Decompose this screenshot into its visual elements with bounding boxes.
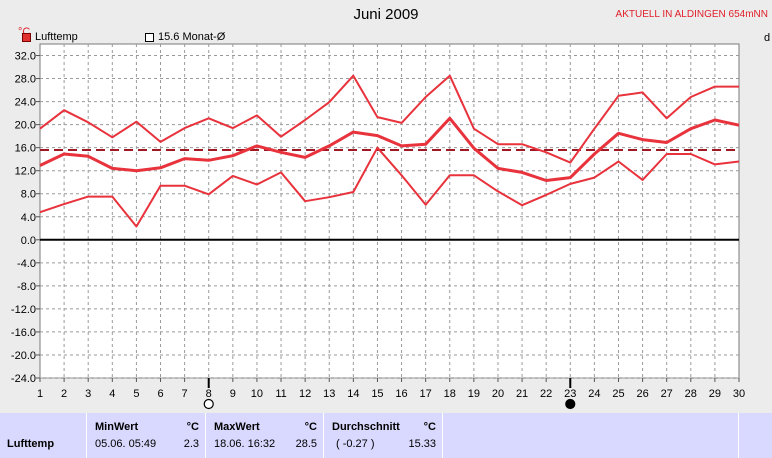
legend-label: 15.6 Monat-Ø [158, 31, 226, 43]
x-tick-label: 12 [299, 388, 311, 400]
y-tick-label: 8.0 [21, 189, 36, 201]
legend-item-lufttemp[interactable]: Lufttemp [22, 31, 78, 43]
x-tick-label: 4 [109, 388, 115, 400]
stats-max-value: 28.5 [295, 438, 317, 450]
y-tick-label: -16.0 [11, 327, 36, 339]
x-tick-label: 3 [85, 388, 91, 400]
x-tick-label: 7 [182, 388, 188, 400]
stats-min-datetime: 05.06. 05:49 [95, 438, 157, 450]
x-tick-label: 1 [37, 388, 43, 400]
right-axis-unit: d [764, 32, 771, 44]
x-tick-label: 25 [612, 388, 624, 400]
stats-avg-value: 15.33 [408, 438, 436, 450]
x-tick-label: 29 [709, 388, 721, 400]
x-tick-label: 15 [371, 388, 383, 400]
y-tick-label: 20.0 [15, 120, 36, 132]
chart-title: Juni 2009 [353, 6, 419, 23]
y-tick-label: 4.0 [21, 212, 36, 224]
x-tick-label: 23 [564, 388, 576, 400]
stats-avg-unit: °C [423, 421, 436, 433]
y-tick-label: 0.0 [21, 235, 36, 247]
stats-row-header: Lufttemp [0, 413, 86, 458]
stats-row-label: Lufttemp [7, 438, 55, 450]
x-tick-label: 22 [540, 388, 552, 400]
x-tick-label: 26 [636, 388, 648, 400]
x-tick-label: 11 [275, 388, 286, 400]
y-tick-label: 24.0 [15, 97, 36, 109]
stats-max-cell: MaxWert °C 18.06. 16:32 28.5 [205, 413, 323, 458]
stats-panel: Lufttemp MinWert °C 05.06. 05:49 2.3 Max… [0, 413, 772, 458]
y-tick-label: 12.0 [15, 166, 36, 178]
x-tick-label: 8 [206, 388, 212, 400]
x-tick-label: 21 [516, 388, 528, 400]
x-tick-label: 14 [347, 388, 359, 400]
x-tick-label: 5 [133, 388, 139, 400]
stats-avg-header: Durchschnitt [332, 421, 400, 433]
y-tick-label: -4.0 [17, 258, 36, 270]
stats-max-datetime: 18.06. 16:32 [214, 438, 276, 450]
x-tick-label: 20 [492, 388, 504, 400]
x-tick-label: 16 [395, 388, 407, 400]
plot-area [39, 43, 740, 379]
x-tick-label: 24 [588, 388, 600, 400]
y-tick-label: 32.0 [15, 51, 36, 63]
x-tick-label: 19 [468, 388, 480, 400]
x-tick-label: 13 [323, 388, 335, 400]
y-tick-label: -24.0 [11, 373, 36, 385]
legend-label: Lufttemp [35, 31, 78, 43]
x-tick-label: 30 [733, 388, 745, 400]
x-tick-label: 6 [157, 388, 163, 400]
stats-max-unit: °C [304, 421, 317, 433]
stats-avg-cell: Durchschnitt °C ( -0.27 ) 15.33 [323, 413, 442, 458]
stats-scroll-area[interactable] [738, 413, 772, 458]
new-moon-icon [565, 398, 576, 410]
series-line-min [39, 146, 740, 228]
series-line-mean [39, 116, 740, 182]
x-tick-label: 17 [420, 388, 432, 400]
x-tick-label: 28 [685, 388, 697, 400]
y-tick-label: 16.0 [15, 143, 36, 155]
legend-item-monthly-average[interactable]: 15.6 Monat-Ø [145, 31, 225, 43]
stats-min-cell: MinWert °C 05.06. 05:49 2.3 [86, 413, 205, 458]
stats-max-header: MaxWert [214, 421, 260, 433]
stats-min-unit: °C [186, 421, 199, 433]
y-tick-label: 28.0 [15, 74, 36, 86]
stats-empty-cell [442, 413, 738, 458]
y-tick-label: -12.0 [11, 304, 36, 316]
temperature-chart: 32.0 28.0 24.0 20.0 16.0 12.0 8.0 4.0 0.0 -4.0 -8.… [11, 43, 745, 410]
y-tick-label: -20.0 [11, 350, 36, 362]
y-tick-label: -8.0 [17, 281, 36, 293]
stats-avg-deviation: ( -0.27 ) [336, 438, 375, 450]
x-tick-label: 18 [444, 388, 456, 400]
stats-min-header: MinWert [95, 421, 139, 433]
legend-swatch-outline-icon [145, 32, 154, 42]
x-tick-label: 10 [251, 388, 263, 400]
x-tick-label: 27 [661, 388, 673, 400]
series-line-max [39, 74, 739, 164]
x-tick-label: 2 [61, 388, 67, 400]
station-label[interactable]: AKTUELL IN ALDINGEN 654mNN [615, 9, 768, 20]
legend-swatch-filled-icon [22, 32, 31, 42]
x-tick-label: 9 [230, 388, 236, 400]
full-moon-icon [203, 398, 214, 410]
stats-min-value: 2.3 [183, 438, 199, 450]
